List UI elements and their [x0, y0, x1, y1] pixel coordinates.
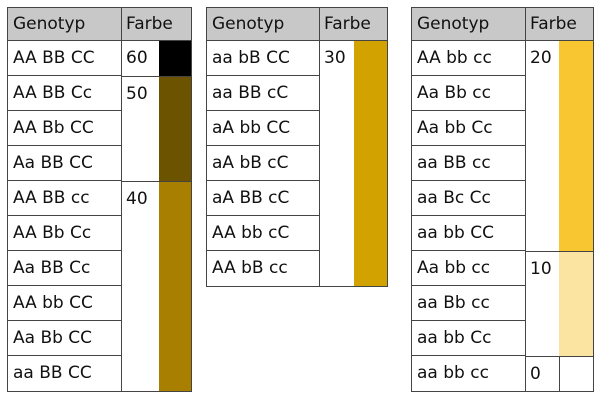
genotype-cell: aa bB CC: [207, 41, 319, 76]
genotype-cell: aa bb cc: [417, 363, 489, 383]
genotype-cell: Aa bb cc: [412, 251, 525, 286]
genotype-cell: AA bB cc: [212, 258, 288, 278]
genotype-cell: Aa Bb cc: [412, 76, 525, 111]
color-group: 10: [526, 251, 593, 356]
genotype-cell: aa bb CC: [412, 216, 525, 251]
color-swatch: [559, 357, 593, 391]
genotype-cell: aa BB cc: [412, 146, 525, 181]
color-swatch: [354, 41, 387, 286]
color-header: Farbe: [126, 14, 173, 34]
color-value: 40: [126, 189, 148, 209]
genotype-cell: AA Bb CC: [8, 111, 121, 146]
color-group: 40: [122, 181, 191, 391]
color-header: Farbe: [530, 14, 577, 34]
genotype-cell: aA BB cC: [207, 181, 319, 216]
color-value: 30: [324, 48, 346, 68]
genotype-cell: AA bb cC: [207, 216, 319, 251]
genotype-header: Genotyp: [412, 8, 526, 40]
table-body: AA BB CC AA BB Cc AA Bb CC Aa BB CC AA B…: [7, 41, 192, 392]
color-swatch: [559, 41, 593, 251]
genotype-cell: AA bb cc: [412, 41, 525, 76]
genotype-cell: AA Bb Cc: [8, 216, 121, 251]
genotype-cell: Aa Bb CC: [8, 321, 121, 356]
color-group: 50: [122, 76, 191, 181]
color-value: 50: [126, 84, 148, 104]
color-swatch: [559, 252, 593, 356]
color-group: 60: [122, 41, 191, 76]
color-header: Farbe: [324, 14, 371, 34]
genotype-cell: aa BB cC: [207, 76, 319, 111]
table-body: aa bB CC aa BB cC aA bb CC aA bB cC aA B…: [206, 41, 388, 287]
genotype-cell: AA BB Cc: [8, 76, 121, 111]
genotype-column: AA BB CC AA BB Cc AA Bb CC Aa BB CC AA B…: [8, 41, 122, 391]
color-value: 60: [126, 48, 148, 68]
genotype-cell: aa bb Cc: [412, 321, 525, 356]
color-swatch: [159, 41, 191, 76]
genotype-cell: aA bb CC: [207, 111, 319, 146]
genotype-cell: Aa BB Cc: [8, 251, 121, 286]
color-value: 20: [530, 48, 552, 68]
genotype-header: Genotyp: [8, 8, 122, 40]
genotype-cell: aA bB cC: [207, 146, 319, 181]
color-value: 10: [530, 259, 552, 279]
table-2: Genotyp Farbe aa bB CC aa BB cC aA bb CC…: [206, 7, 388, 287]
genotype-cell: Aa bb Cc: [412, 111, 525, 146]
color-swatch: [159, 182, 191, 391]
genotype-cell: aa Bc Cc: [412, 181, 525, 216]
genotype-header: Genotyp: [207, 8, 320, 40]
table-header: Genotyp Farbe: [411, 7, 594, 41]
color-value: 0: [530, 364, 541, 384]
genotype-cell: AA bb CC: [8, 286, 121, 321]
genotype-column: AA bb cc Aa Bb cc Aa bb Cc aa BB cc aa B…: [412, 41, 526, 391]
genotype-cell: AA BB cc: [8, 181, 121, 216]
table-header: Genotyp Farbe: [7, 7, 192, 41]
table-body: AA bb cc Aa Bb cc Aa bb Cc aa BB cc aa B…: [411, 41, 594, 392]
table-3: Genotyp Farbe AA bb cc Aa Bb cc Aa bb Cc…: [411, 7, 594, 392]
genotype-cell: Aa BB CC: [8, 146, 121, 181]
color-group: 0: [526, 356, 593, 391]
table-header: Genotyp Farbe: [206, 7, 388, 41]
genotype-column: aa bB CC aa BB cC aA bb CC aA bB cC aA B…: [207, 41, 320, 286]
color-group: 30: [320, 41, 387, 286]
genotype-cell: AA BB CC: [8, 41, 121, 76]
genotype-cell: aa Bb cc: [412, 286, 525, 321]
color-swatch: [159, 77, 191, 181]
color-group: 20: [526, 41, 593, 251]
genotype-cell: aa BB CC: [13, 363, 92, 383]
table-1: Genotyp Farbe AA BB CC AA BB Cc AA Bb CC…: [7, 7, 192, 392]
